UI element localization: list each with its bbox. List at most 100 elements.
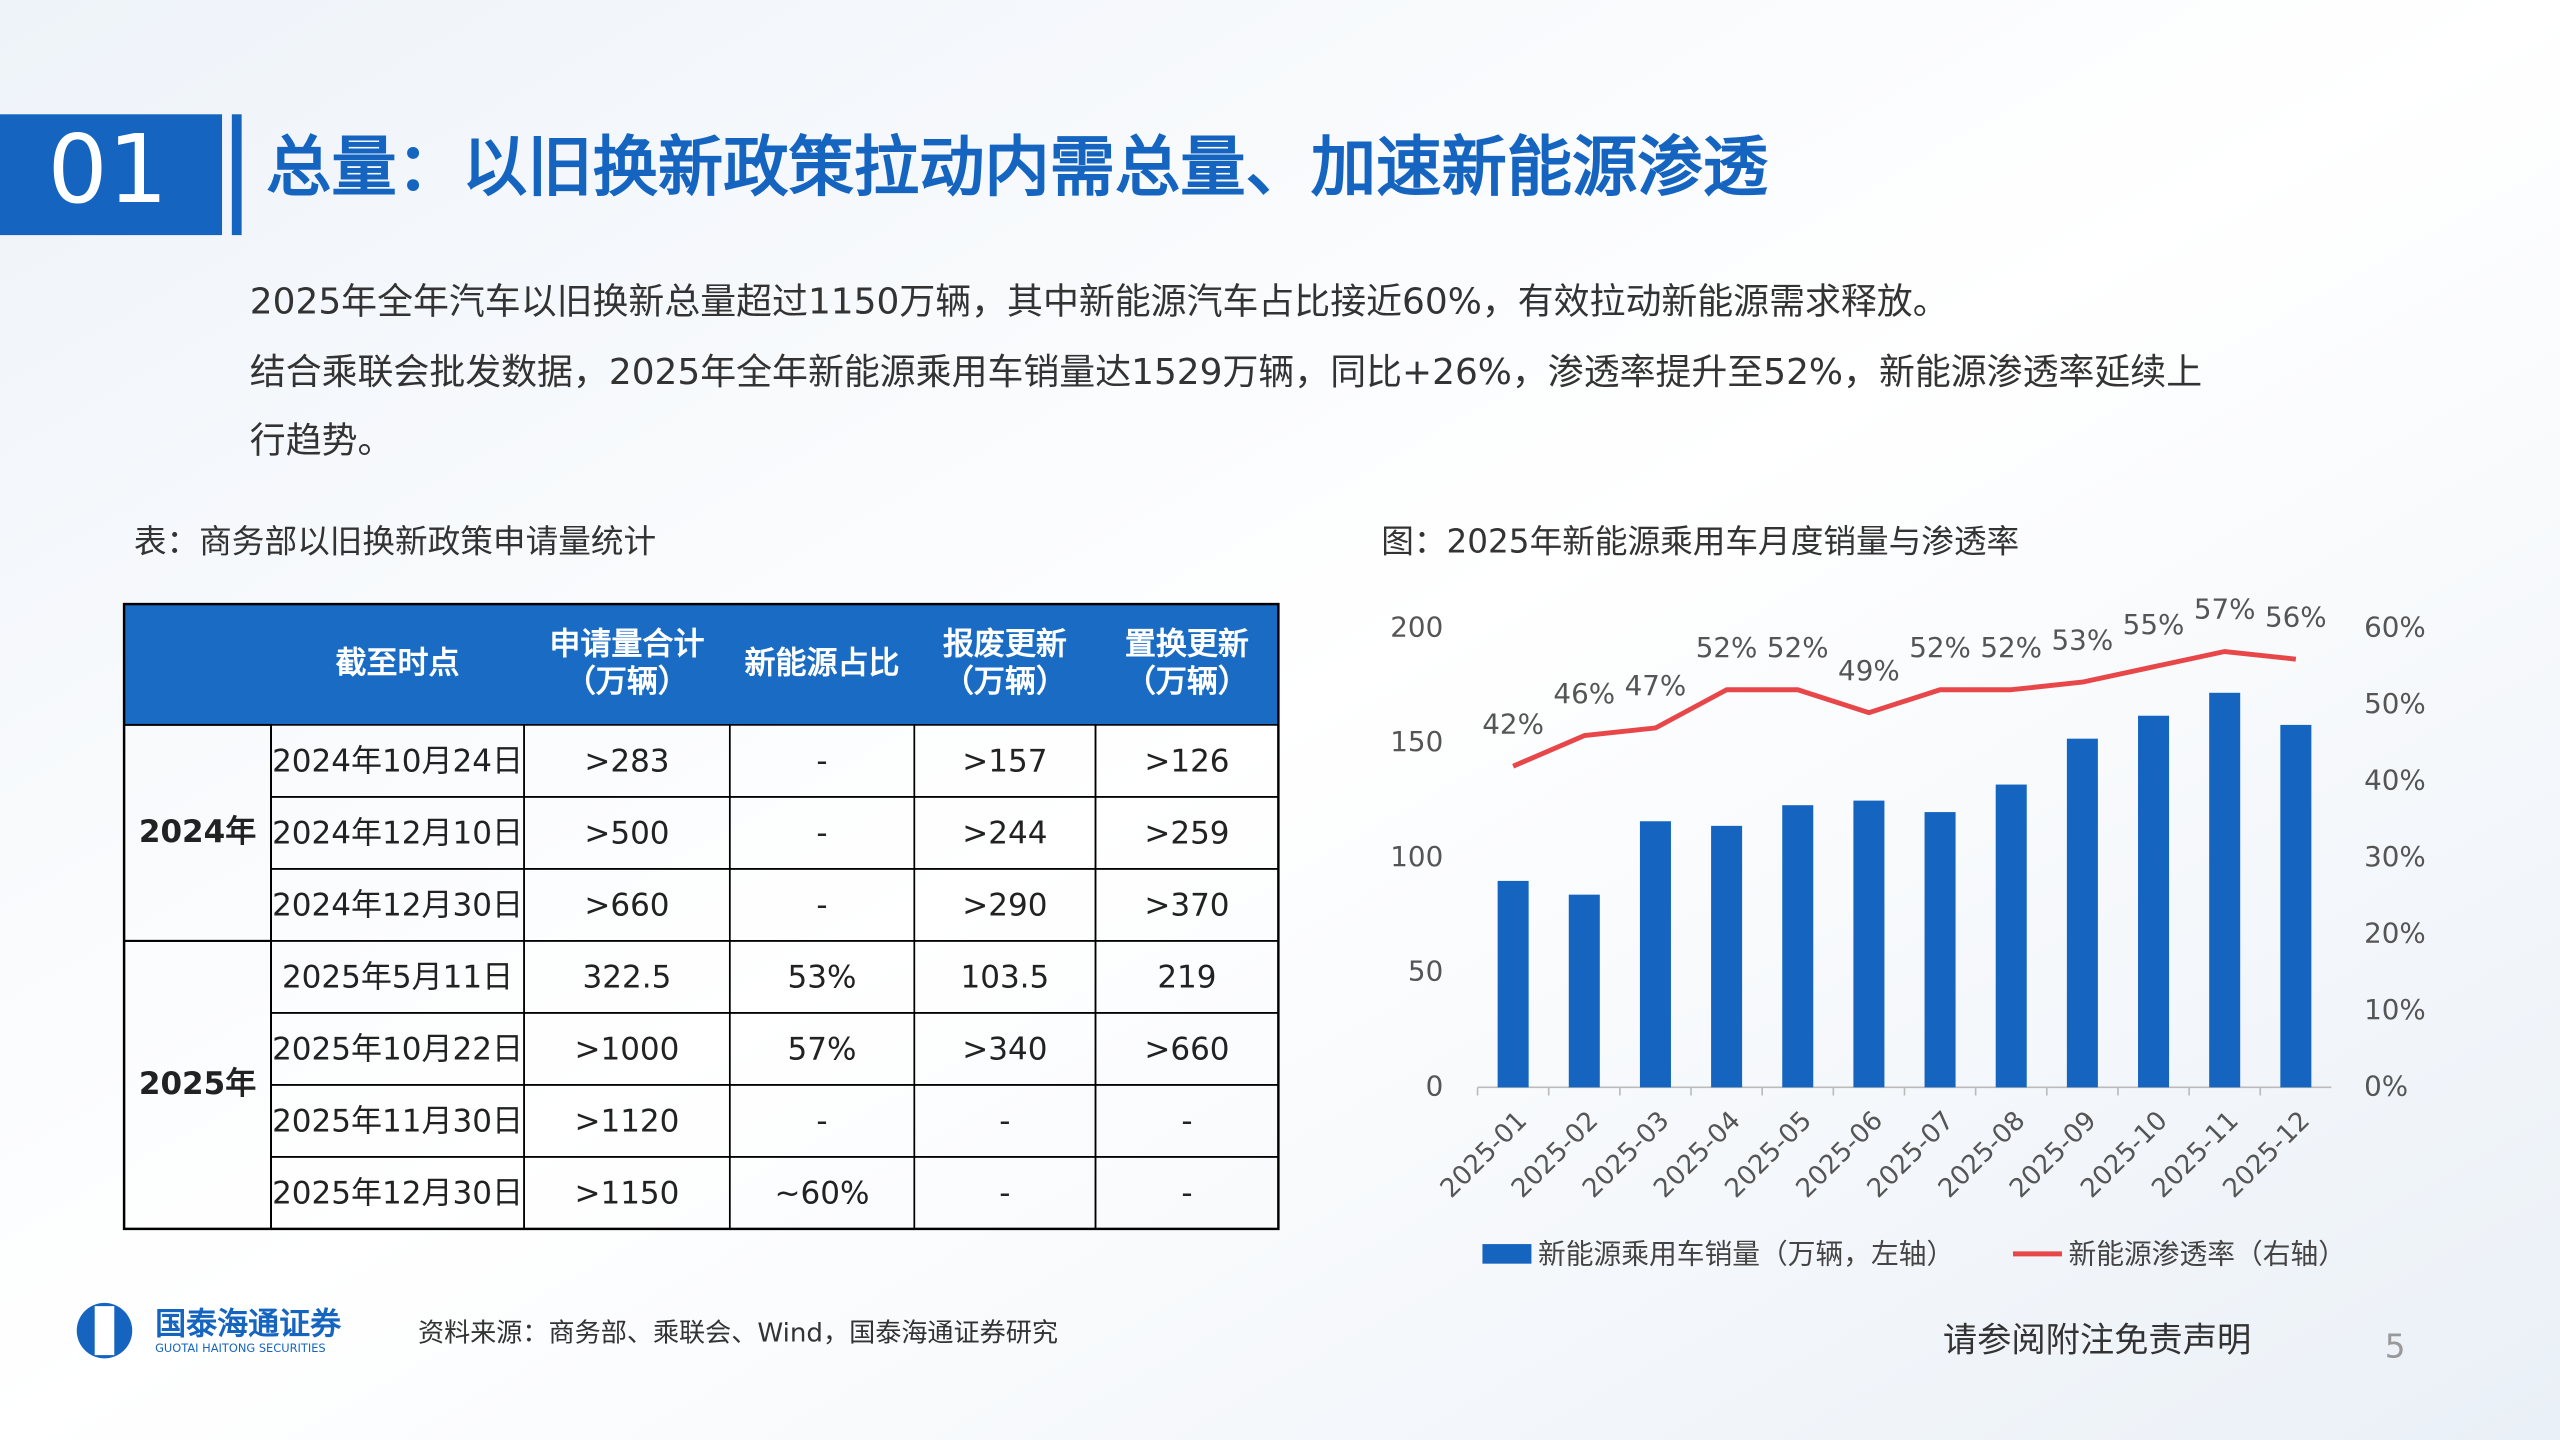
table-cell-text: 2024年10月24日 bbox=[272, 744, 523, 780]
table-cell-text: >157 bbox=[962, 744, 1047, 780]
y-tick-label: 100 bbox=[1390, 840, 1443, 873]
y2-tick-label: 60% bbox=[2364, 611, 2426, 644]
table-header: （万辆） bbox=[1125, 664, 1249, 700]
y-tick-label: 150 bbox=[1390, 725, 1443, 758]
table-cell-text: >244 bbox=[962, 816, 1047, 852]
data-label: 47% bbox=[1625, 669, 1687, 702]
table-cell-text: >1000 bbox=[574, 1032, 679, 1068]
body-line: 结合乘联会批发数据，2025年全年新能源乘用车销量达1529万辆，同比+26%，… bbox=[250, 352, 2202, 393]
table-cell-text: >370 bbox=[1144, 888, 1229, 924]
bar bbox=[2066, 738, 2098, 1088]
table-header-bg bbox=[124, 604, 1279, 725]
y-tick-label: 200 bbox=[1390, 611, 1443, 644]
logo bbox=[76, 1302, 133, 1359]
table-cell-text: >500 bbox=[584, 816, 669, 852]
bar bbox=[1782, 805, 1814, 1088]
table-row-header: 2025年 bbox=[139, 1066, 256, 1102]
table-header: 截至时点 bbox=[336, 645, 460, 681]
table-cell-text: >1150 bbox=[574, 1176, 679, 1212]
y2-tick-label: 0% bbox=[2364, 1069, 2408, 1102]
data-label: 42% bbox=[1482, 707, 1544, 740]
bar bbox=[1497, 880, 1529, 1088]
data-label: 52% bbox=[1909, 631, 1971, 664]
table-header: 置换更新 bbox=[1125, 627, 1249, 663]
table-cell-text: >1120 bbox=[574, 1104, 679, 1140]
data-label: 46% bbox=[1553, 677, 1615, 710]
table-cell-text: - bbox=[816, 1104, 827, 1140]
table-cell-text: >259 bbox=[1144, 816, 1229, 852]
bar bbox=[1853, 800, 1885, 1088]
legend-label: 新能源乘用车销量（万辆，左轴） bbox=[1538, 1238, 1954, 1271]
table-cell-text: 2025年12月30日 bbox=[272, 1176, 523, 1212]
table-cell-text: 103.5 bbox=[960, 960, 1049, 996]
table-row-header: 2024年 bbox=[139, 814, 256, 850]
legend-label: 新能源渗透率（右轴） bbox=[2069, 1238, 2347, 1271]
y2-tick-label: 30% bbox=[2364, 840, 2426, 873]
y-tick-label: 50 bbox=[1408, 955, 1443, 988]
table-cell-text: >660 bbox=[1144, 1032, 1229, 1068]
bar bbox=[1639, 821, 1671, 1088]
source-note: 资料来源：商务部、乘联会、Wind，国泰海通证券研究 bbox=[418, 1318, 1058, 1348]
bar bbox=[1711, 825, 1743, 1088]
logo-subtext: GUOTAI HAITONG SECURITIES bbox=[155, 1341, 326, 1355]
section-number: 01 bbox=[48, 115, 168, 225]
body-line: 行趋势。 bbox=[250, 420, 394, 461]
data-label: 52% bbox=[1767, 631, 1829, 664]
bar bbox=[2280, 724, 2312, 1088]
y2-tick-label: 50% bbox=[2364, 687, 2426, 720]
logo-text: 国泰海通证券 bbox=[155, 1307, 342, 1343]
table-cell-text: 2024年12月10日 bbox=[272, 816, 523, 852]
table-cell-text: - bbox=[816, 888, 827, 924]
table-cell-text: >660 bbox=[584, 888, 669, 924]
data-label: 53% bbox=[2052, 623, 2114, 656]
table-header: 报废更新 bbox=[943, 627, 1067, 663]
table-cell-text: ~60% bbox=[775, 1176, 870, 1212]
body-line: 2025年全年汽车以旧换新总量超过1150万辆，其中新能源汽车占比接近60%，有… bbox=[250, 282, 1949, 323]
table-cell-text: 219 bbox=[1157, 960, 1216, 996]
table-cell-text: >283 bbox=[584, 744, 669, 780]
y2-tick-label: 10% bbox=[2364, 993, 2426, 1026]
bar bbox=[1924, 812, 1956, 1088]
disclaimer: 请参阅附注免责声明 bbox=[1943, 1321, 2251, 1361]
table-header: 新能源占比 bbox=[744, 645, 899, 681]
table-cell-text: >340 bbox=[962, 1032, 1047, 1068]
slide-title: 总量：以旧换新政策拉动内需总量、加速新能源渗透 bbox=[266, 129, 1769, 205]
table-border bbox=[122, 602, 1280, 1231]
table-cell-text: 2025年11月30日 bbox=[272, 1104, 523, 1140]
bar bbox=[2209, 692, 2241, 1088]
data-label: 56% bbox=[2265, 600, 2327, 633]
y2-tick-label: 20% bbox=[2364, 916, 2426, 949]
chart-title: 图：2025年新能源乘用车月度销量与渗透率 bbox=[1381, 523, 2019, 561]
table-cell-text: 322.5 bbox=[583, 960, 672, 996]
data-label: 52% bbox=[1696, 631, 1758, 664]
table-cell-text: - bbox=[816, 816, 827, 852]
table-cell-text: 57% bbox=[788, 1032, 857, 1068]
y2-tick-label: 40% bbox=[2364, 763, 2426, 796]
table-cell-text: - bbox=[816, 744, 827, 780]
table-header: 申请量合计 bbox=[549, 627, 704, 663]
data-label: 55% bbox=[2123, 608, 2185, 641]
table-cell-text: 2025年10月22日 bbox=[272, 1032, 523, 1068]
line bbox=[1512, 649, 2297, 769]
table-caption: 表：商务部以旧换新政策申请量统计 bbox=[134, 523, 656, 561]
y-tick-label: 0 bbox=[1426, 1069, 1444, 1102]
table-cell-text: - bbox=[999, 1104, 1010, 1140]
data-label: 57% bbox=[2194, 593, 2256, 626]
data-label: 52% bbox=[1980, 631, 2042, 664]
table-cell-text: 2024年12月30日 bbox=[272, 888, 523, 924]
bar bbox=[2138, 715, 2170, 1088]
page-number: 5 bbox=[2385, 1328, 2406, 1366]
table-cell-text: - bbox=[1181, 1104, 1192, 1140]
number-box bbox=[0, 114, 223, 236]
table-cell-text: - bbox=[1181, 1176, 1192, 1212]
bar bbox=[1568, 894, 1600, 1088]
table-cell-text: >290 bbox=[962, 888, 1047, 924]
legend-swatch bbox=[1482, 1244, 1532, 1264]
logo-mark bbox=[94, 1306, 115, 1356]
table-header: （万辆） bbox=[565, 664, 689, 700]
table-cell-text: 53% bbox=[788, 960, 857, 996]
title-bar bbox=[231, 114, 242, 236]
data-label: 49% bbox=[1838, 654, 1900, 687]
